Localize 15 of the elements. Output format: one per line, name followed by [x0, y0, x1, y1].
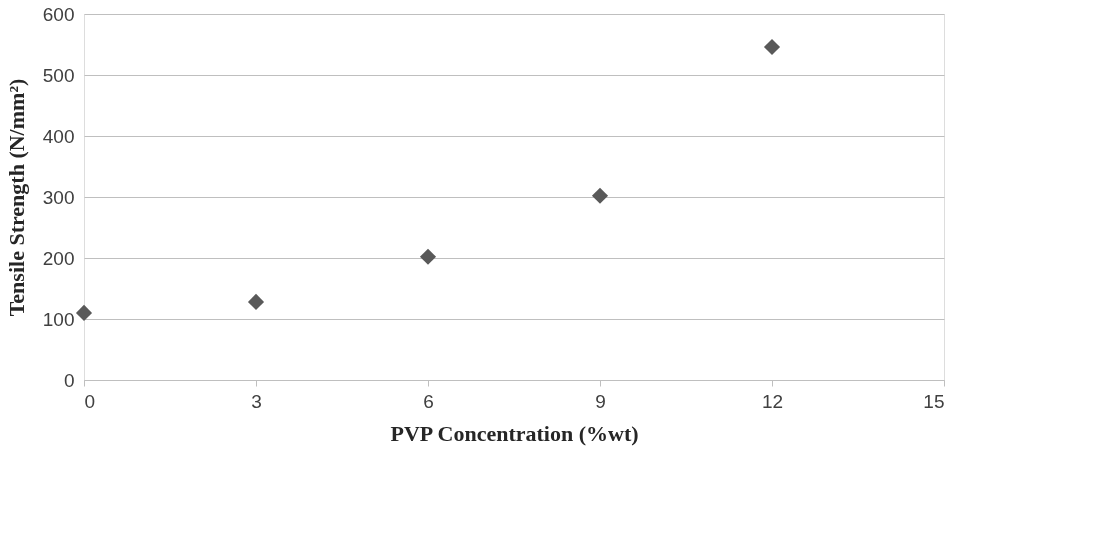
y-tick-label: 500 — [42, 64, 75, 86]
y-tick-label: 600 — [42, 3, 75, 25]
x-axis-title: PVP Concentration (%wt) — [390, 420, 639, 446]
y-tick-label: 100 — [42, 308, 75, 330]
x-tick-label: 12 — [761, 390, 784, 412]
y-tick-label: 0 — [63, 369, 75, 391]
x-tick-label: 6 — [423, 390, 434, 412]
x-tick-label: 3 — [251, 390, 262, 412]
y-tick-label: 300 — [42, 186, 75, 208]
x-tick-label: 0 — [84, 390, 96, 412]
x-tick-label: 15 — [923, 390, 945, 412]
y-tick-label: 400 — [42, 125, 75, 147]
y-axis-title: Tensile Strength (N/mm²) — [3, 78, 29, 317]
y-tick-label: 200 — [42, 247, 75, 269]
x-tick-label: 9 — [595, 390, 606, 412]
